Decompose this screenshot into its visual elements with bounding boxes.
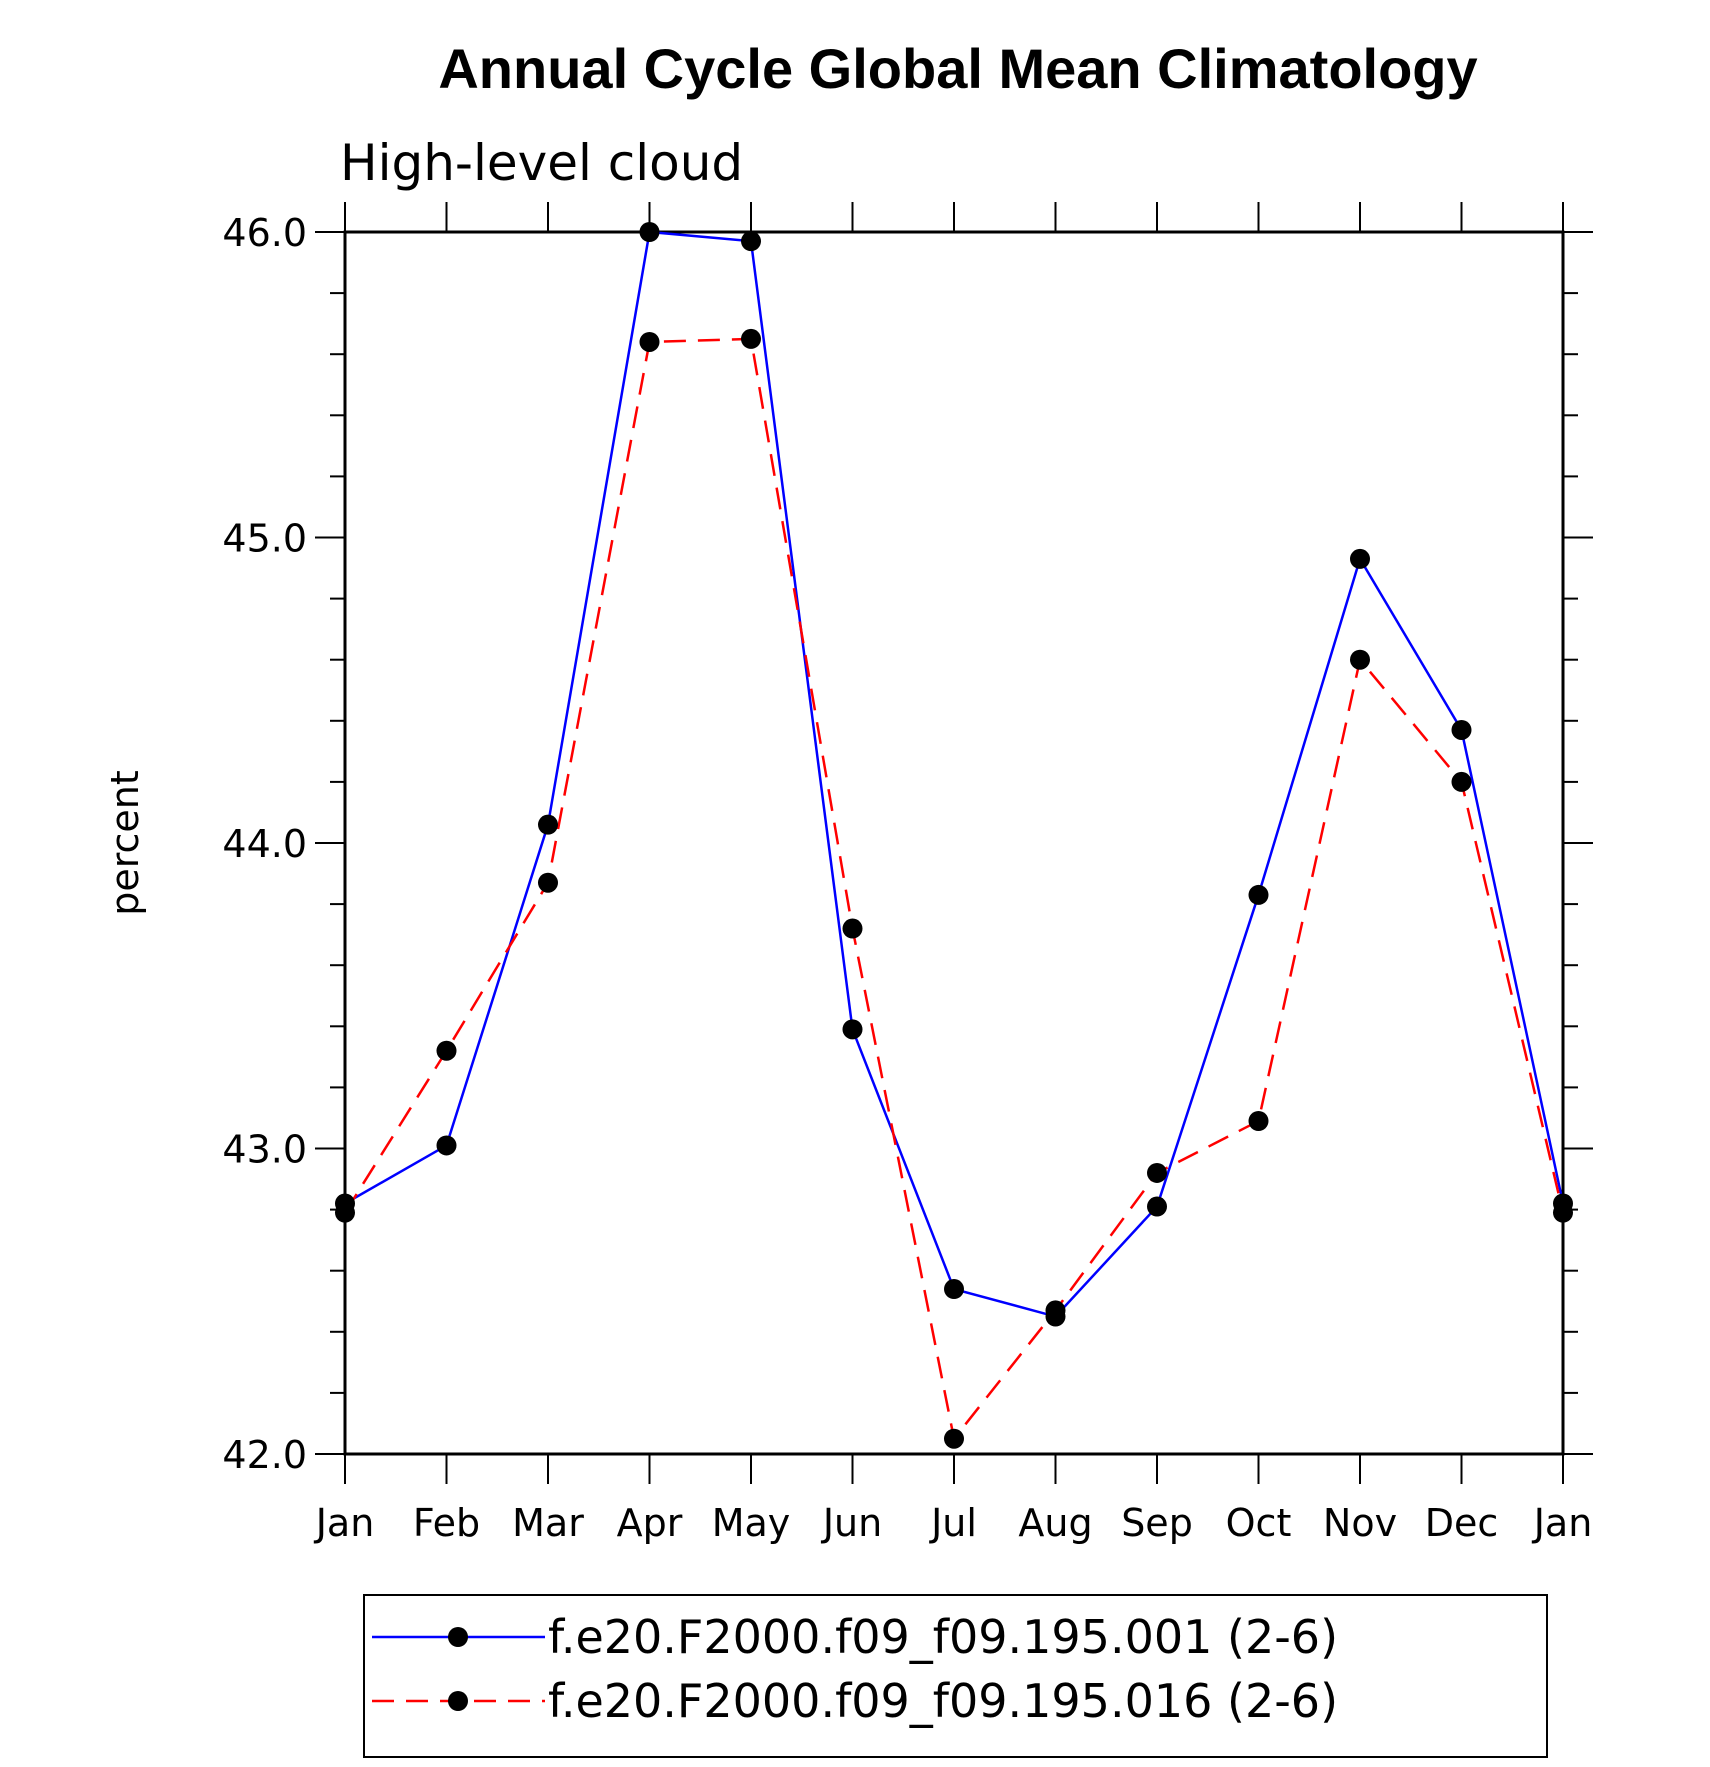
series-layer	[335, 222, 1573, 1449]
legend-label-2: f.e20.F2000.f09_f09.195.016 (2-6)	[548, 1674, 1338, 1728]
chart-title: Annual Cycle Global Mean Climatology	[438, 37, 1477, 100]
series-2-point	[1350, 649, 1370, 670]
x-tick-label: Apr	[617, 1501, 683, 1545]
series-1-point	[436, 1135, 457, 1156]
x-tick-label: Feb	[413, 1501, 480, 1545]
legend-marker-1	[448, 1627, 468, 1647]
series-1-point	[538, 814, 558, 835]
legend-box	[363, 1594, 1548, 1758]
x-tick-label: May	[712, 1501, 791, 1545]
x-tick-label: Dec	[1425, 1501, 1499, 1545]
series-1-point	[741, 231, 761, 252]
x-tick-label: Nov	[1323, 1501, 1397, 1545]
series-1-point	[639, 222, 660, 242]
series-2-point	[1147, 1162, 1167, 1183]
y-tick-label: 43.0	[222, 1128, 307, 1172]
legend-label-1: f.e20.F2000.f09_f09.195.001 (2-6)	[548, 1610, 1338, 1664]
y-tick-label: 42.0	[222, 1433, 307, 1477]
series-2-point	[1553, 1202, 1573, 1223]
series-2-point	[639, 331, 660, 352]
series-2-point	[944, 1428, 964, 1449]
y-axis-label: percent	[103, 770, 147, 916]
x-tick-label: Sep	[1121, 1501, 1193, 1545]
series-1-point	[1350, 548, 1370, 569]
x-tick-label: Jan	[1532, 1501, 1593, 1545]
x-axis-ticks: Jan Feb Mar Apr May Jun Jul Aug Sep Oct Nov Dec Jan	[314, 202, 1593, 1545]
x-tick-label: Oct	[1226, 1501, 1292, 1545]
x-tick-label: Jul	[929, 1501, 977, 1545]
series-1-point	[842, 1019, 863, 1040]
y-tick-label: 44.0	[222, 822, 307, 866]
x-tick-label: Jan	[314, 1501, 375, 1545]
series-2-point	[842, 918, 863, 939]
y-tick-label: 46.0	[222, 211, 307, 255]
series-2-point	[436, 1040, 457, 1061]
series-1-point	[1248, 884, 1269, 905]
series-line-1	[344, 230, 1565, 1318]
y-axis-ticks: 42.0 43.0 44.0 45.0 46.0	[222, 211, 1593, 1477]
series-1-point	[1451, 719, 1472, 740]
x-tick-label: Aug	[1018, 1501, 1092, 1545]
series-2-point	[538, 872, 558, 893]
series-2-point	[1045, 1300, 1066, 1321]
legend: f.e20.F2000.f09_f09.195.001 (2-6) f.e20.F…	[372, 1610, 1338, 1728]
chart-subtitle: High-level cloud	[340, 134, 743, 192]
series-2-point	[1451, 771, 1472, 792]
series-1-point	[1147, 1196, 1167, 1217]
x-tick-label: Jun	[821, 1501, 882, 1545]
series-2-point	[335, 1202, 355, 1223]
y-tick-label: 45.0	[222, 517, 307, 561]
plot-frame	[343, 230, 1565, 1456]
x-tick-label: Mar	[512, 1501, 584, 1545]
series-2-point	[741, 328, 761, 349]
series-1-point	[944, 1279, 964, 1300]
legend-marker-2	[448, 1691, 468, 1711]
series-2-point	[1248, 1111, 1269, 1132]
